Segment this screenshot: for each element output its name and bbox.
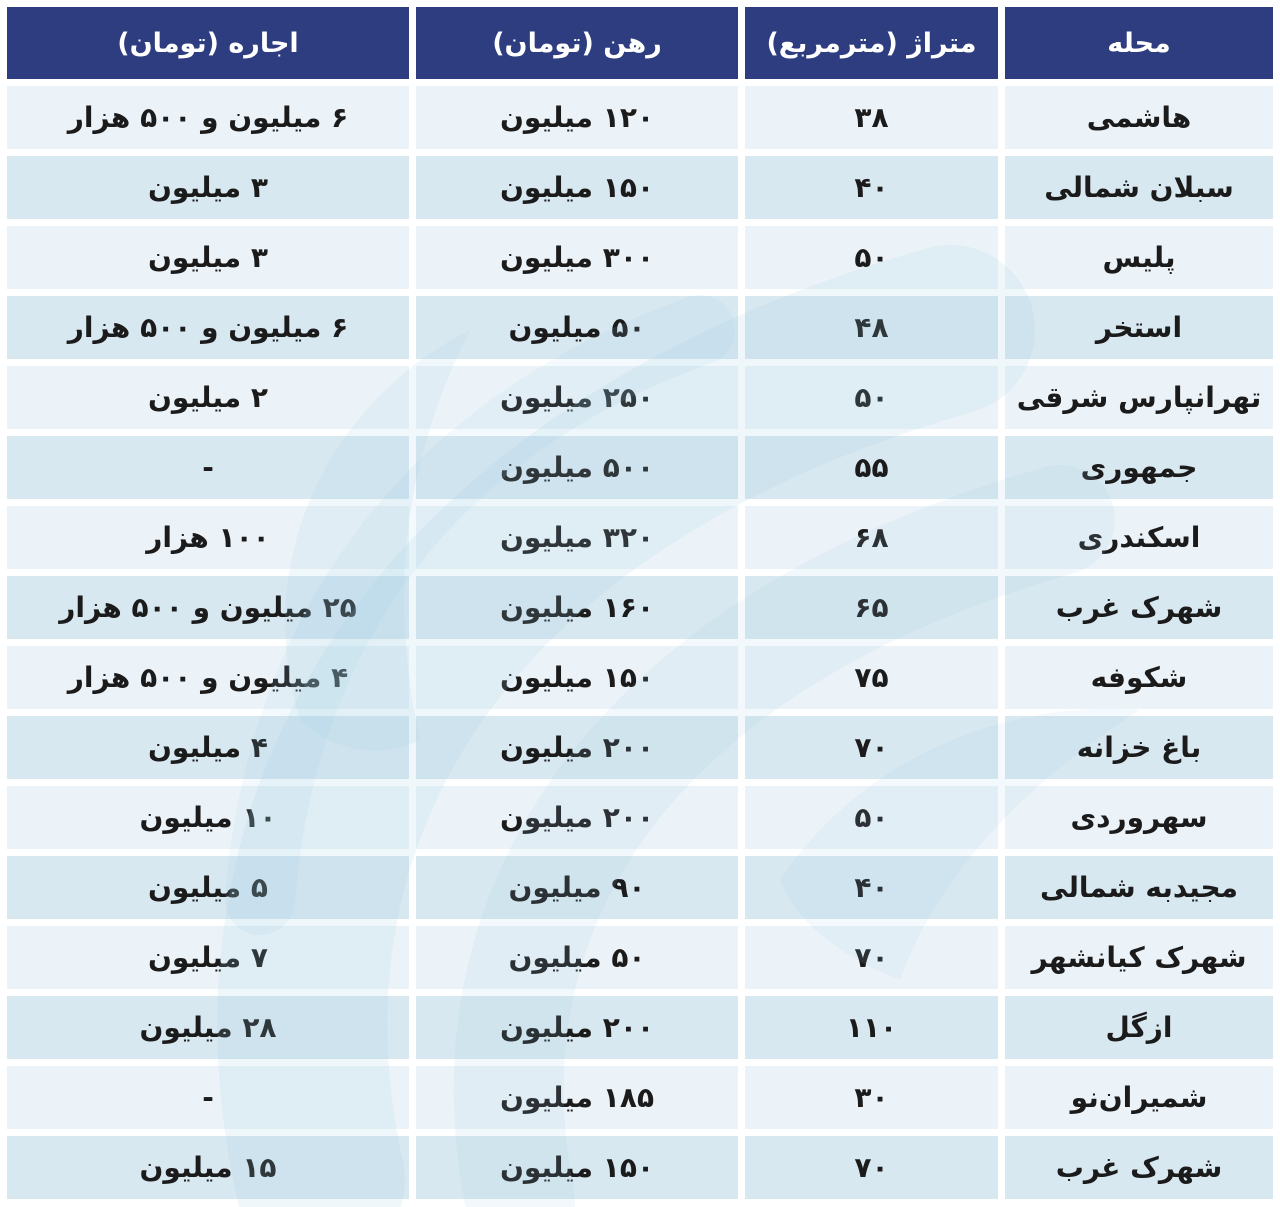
cell-rent: -	[7, 436, 409, 499]
header-rent: اجاره (تومان)	[7, 7, 409, 79]
cell-neighborhood: شکوفه	[1005, 646, 1273, 709]
cell-rent: ۶ میلیون و ۵۰۰ هزار	[7, 86, 409, 149]
cell-rent: ۲۵ میلیون و ۵۰۰ هزار	[7, 576, 409, 639]
cell-mortgage: ۱۶۰ میلیون	[416, 576, 738, 639]
cell-area: ۶۵	[745, 576, 998, 639]
table-row: تهرانپارس شرقی ۵۰ ۲۵۰ میلیون ۲ میلیون	[7, 366, 1273, 429]
cell-mortgage: ۱۵۰ میلیون	[416, 646, 738, 709]
cell-mortgage: ۱۸۵ میلیون	[416, 1066, 738, 1129]
cell-neighborhood: ازگل	[1005, 996, 1273, 1059]
cell-area: ۷۰	[745, 716, 998, 779]
cell-neighborhood: باغ خزانه	[1005, 716, 1273, 779]
cell-rent: ۴ میلیون	[7, 716, 409, 779]
cell-neighborhood: استخر	[1005, 296, 1273, 359]
table-row: استخر ۴۸ ۵۰ میلیون ۶ میلیون و ۵۰۰ هزار	[7, 296, 1273, 359]
header-neighborhood: محله	[1005, 7, 1273, 79]
cell-neighborhood: شهرک کیانشهر	[1005, 926, 1273, 989]
cell-mortgage: ۲۰۰ میلیون	[416, 786, 738, 849]
table-row: شکوفه ۷۵ ۱۵۰ میلیون ۴ میلیون و ۵۰۰ هزار	[7, 646, 1273, 709]
cell-area: ۴۰	[745, 156, 998, 219]
cell-area: ۷۰	[745, 1136, 998, 1199]
table-row: شهرک غرب ۷۰ ۱۵۰ میلیون ۱۵ میلیون	[7, 1136, 1273, 1199]
cell-mortgage: ۳۲۰ میلیون	[416, 506, 738, 569]
cell-mortgage: ۵۰۰ میلیون	[416, 436, 738, 499]
cell-area: ۵۰	[745, 366, 998, 429]
cell-mortgage: ۱۲۰ میلیون	[416, 86, 738, 149]
header-area: متراژ (مترمربع)	[745, 7, 998, 79]
cell-area: ۵۰	[745, 786, 998, 849]
cell-rent: ۲ میلیون	[7, 366, 409, 429]
cell-neighborhood: شمیران‌نو	[1005, 1066, 1273, 1129]
cell-neighborhood: سهروردی	[1005, 786, 1273, 849]
cell-mortgage: ۹۰ میلیون	[416, 856, 738, 919]
cell-rent: ۷ میلیون	[7, 926, 409, 989]
cell-neighborhood: شهرک غرب	[1005, 576, 1273, 639]
table-row: شهرک غرب ۶۵ ۱۶۰ میلیون ۲۵ میلیون و ۵۰۰ ه…	[7, 576, 1273, 639]
cell-rent: ۳ میلیون	[7, 226, 409, 289]
table-body: هاشمی ۳۸ ۱۲۰ میلیون ۶ میلیون و ۵۰۰ هزار …	[7, 86, 1273, 1199]
cell-mortgage: ۲۵۰ میلیون	[416, 366, 738, 429]
cell-area: ۷۵	[745, 646, 998, 709]
table-row: هاشمی ۳۸ ۱۲۰ میلیون ۶ میلیون و ۵۰۰ هزار	[7, 86, 1273, 149]
cell-rent: -	[7, 1066, 409, 1129]
table-header: محله متراژ (مترمربع) رهن (تومان) اجاره (…	[7, 7, 1273, 79]
cell-area: ۴۰	[745, 856, 998, 919]
cell-neighborhood: سبلان شمالی	[1005, 156, 1273, 219]
header-mortgage: رهن (تومان)	[416, 7, 738, 79]
cell-mortgage: ۲۰۰ میلیون	[416, 996, 738, 1059]
cell-mortgage: ۵۰ میلیون	[416, 296, 738, 359]
cell-rent: ۱۰۰ هزار	[7, 506, 409, 569]
cell-area: ۳۰	[745, 1066, 998, 1129]
cell-rent: ۴ میلیون و ۵۰۰ هزار	[7, 646, 409, 709]
table-row: جمهوری ۵۵ ۵۰۰ میلیون -	[7, 436, 1273, 499]
cell-mortgage: ۵۰ میلیون	[416, 926, 738, 989]
cell-mortgage: ۲۰۰ میلیون	[416, 716, 738, 779]
cell-neighborhood: پلیس	[1005, 226, 1273, 289]
cell-rent: ۱۵ میلیون	[7, 1136, 409, 1199]
table-row: پلیس ۵۰ ۳۰۰ میلیون ۳ میلیون	[7, 226, 1273, 289]
cell-area: ۴۸	[745, 296, 998, 359]
cell-neighborhood: جمهوری	[1005, 436, 1273, 499]
cell-neighborhood: اسکندری	[1005, 506, 1273, 569]
table-row: باغ خزانه ۷۰ ۲۰۰ میلیون ۴ میلیون	[7, 716, 1273, 779]
header-row: محله متراژ (مترمربع) رهن (تومان) اجاره (…	[7, 7, 1273, 79]
cell-area: ۵۰	[745, 226, 998, 289]
cell-area: ۵۵	[745, 436, 998, 499]
table-row: سبلان شمالی ۴۰ ۱۵۰ میلیون ۳ میلیون	[7, 156, 1273, 219]
cell-area: ۱۱۰	[745, 996, 998, 1059]
cell-neighborhood: مجیدبه شمالی	[1005, 856, 1273, 919]
cell-mortgage: ۳۰۰ میلیون	[416, 226, 738, 289]
cell-area: ۳۸	[745, 86, 998, 149]
table-row: مجیدبه شمالی ۴۰ ۹۰ میلیون ۵ میلیون	[7, 856, 1273, 919]
table-row: ازگل ۱۱۰ ۲۰۰ میلیون ۲۸ میلیون	[7, 996, 1273, 1059]
cell-mortgage: ۱۵۰ میلیون	[416, 156, 738, 219]
cell-mortgage: ۱۵۰ میلیون	[416, 1136, 738, 1199]
cell-rent: ۲۸ میلیون	[7, 996, 409, 1059]
cell-neighborhood: تهرانپارس شرقی	[1005, 366, 1273, 429]
cell-rent: ۵ میلیون	[7, 856, 409, 919]
cell-rent: ۳ میلیون	[7, 156, 409, 219]
cell-neighborhood: هاشمی	[1005, 86, 1273, 149]
cell-rent: ۶ میلیون و ۵۰۰ هزار	[7, 296, 409, 359]
table-row: شمیران‌نو ۳۰ ۱۸۵ میلیون -	[7, 1066, 1273, 1129]
cell-area: ۶۸	[745, 506, 998, 569]
table-row: سهروردی ۵۰ ۲۰۰ میلیون ۱۰ میلیون	[7, 786, 1273, 849]
table-row: اسکندری ۶۸ ۳۲۰ میلیون ۱۰۰ هزار	[7, 506, 1273, 569]
cell-neighborhood: شهرک غرب	[1005, 1136, 1273, 1199]
cell-area: ۷۰	[745, 926, 998, 989]
cell-rent: ۱۰ میلیون	[7, 786, 409, 849]
table-row: شهرک کیانشهر ۷۰ ۵۰ میلیون ۷ میلیون	[7, 926, 1273, 989]
